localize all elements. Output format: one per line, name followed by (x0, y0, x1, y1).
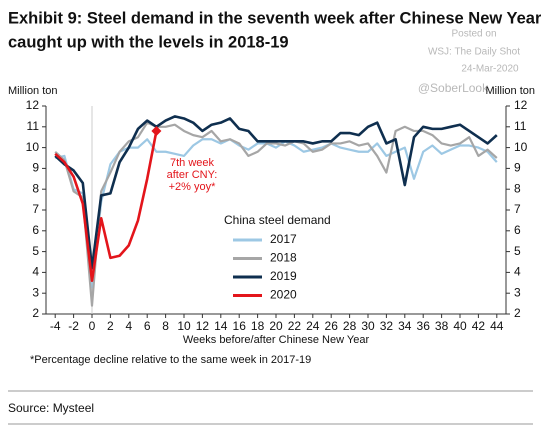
x-tick-label: 6 (144, 319, 151, 333)
legend-title: China steel demand (224, 213, 331, 227)
y2-tick-label: 7 (514, 202, 521, 216)
y2-tick-label: 11 (514, 119, 527, 133)
legend-label: 2017 (270, 232, 297, 246)
x-tick-label: 28 (343, 319, 357, 333)
x-tick-label: 0 (89, 319, 96, 333)
y2-tick-label: 12 (514, 98, 528, 112)
x-tick-label: 12 (196, 319, 210, 333)
watermark: 24-Mar-2020 (461, 64, 519, 75)
y-tick-label: 3 (32, 285, 39, 299)
annotation: 7th week (170, 157, 215, 169)
y2-tick-label: 10 (514, 140, 528, 154)
x-tick-label: 42 (472, 319, 486, 333)
y-tick-label: 12 (26, 98, 40, 112)
x-tick-label: 20 (269, 319, 283, 333)
watermark: Posted on (451, 29, 496, 40)
y2-tick-label: 8 (514, 181, 521, 195)
legend-label: 2019 (270, 269, 297, 283)
x-tick-label: 2 (107, 319, 114, 333)
y-tick-label: 9 (32, 161, 39, 175)
footnote: *Percentage decline relative to the same… (30, 354, 311, 366)
y2-tick-label: 2 (514, 306, 521, 320)
x-tick-label: 4 (125, 319, 132, 333)
x-tick-label: 36 (417, 319, 431, 333)
x-tick-label: 18 (251, 319, 265, 333)
y2-tick-label: 3 (514, 285, 521, 299)
y2-tick-label: 9 (514, 161, 521, 175)
y-tick-label: 8 (32, 181, 39, 195)
x-tick-label: 16 (233, 319, 247, 333)
x-tick-label: 8 (162, 319, 169, 333)
watermark: WSJ: The Daily Shot (428, 47, 520, 58)
x-tick-label: 10 (177, 319, 191, 333)
x-tick-label: 44 (490, 319, 504, 333)
y-tick-label: 5 (32, 244, 39, 258)
annotation: +2% yoy* (169, 181, 216, 193)
x-tick-label: 40 (453, 319, 467, 333)
source: Source: Mysteel (8, 401, 94, 415)
y2-tick-label: 6 (514, 223, 521, 237)
y-tick-label: 4 (32, 265, 39, 279)
x-tick-label: 26 (325, 319, 339, 333)
chart-title: Exhibit 9: Steel demand in the seventh w… (8, 9, 541, 27)
x-tick-label: -4 (50, 319, 61, 333)
annotation: after CNY: (167, 169, 218, 181)
line-series (54, 115, 498, 270)
y-tick-label: 10 (26, 140, 40, 154)
chart-title: caught up with the levels in 2018-19 (8, 33, 289, 51)
x-tick-label: 30 (361, 319, 375, 333)
x-tick-label: -2 (68, 319, 79, 333)
legend-label: 2018 (270, 251, 297, 265)
legend-label: 2020 (270, 288, 297, 302)
point-marker (151, 125, 162, 136)
y-tick-label: 7 (32, 202, 39, 216)
y-tick-label: 6 (32, 223, 39, 237)
x-tick-label: 22 (288, 319, 302, 333)
x-tick-label: 38 (435, 319, 449, 333)
line-series (54, 130, 158, 283)
y2-tick-label: 5 (514, 244, 521, 258)
y-tick-label: 11 (27, 119, 40, 133)
x-tick-label: 24 (306, 319, 320, 333)
y-axis-label: Million ton (8, 85, 58, 97)
x-tick-label: 32 (380, 319, 394, 333)
x-tick-label: 14 (214, 319, 228, 333)
x-axis-label: Weeks before/after Chinese New Year (183, 334, 370, 346)
y2-axis-label: Million ton (485, 85, 535, 97)
watermark: @SoberLook (418, 81, 489, 95)
y-tick-label: 2 (32, 306, 39, 320)
line-series (54, 121, 498, 307)
x-tick-label: 34 (398, 319, 412, 333)
y2-tick-label: 4 (514, 265, 521, 279)
